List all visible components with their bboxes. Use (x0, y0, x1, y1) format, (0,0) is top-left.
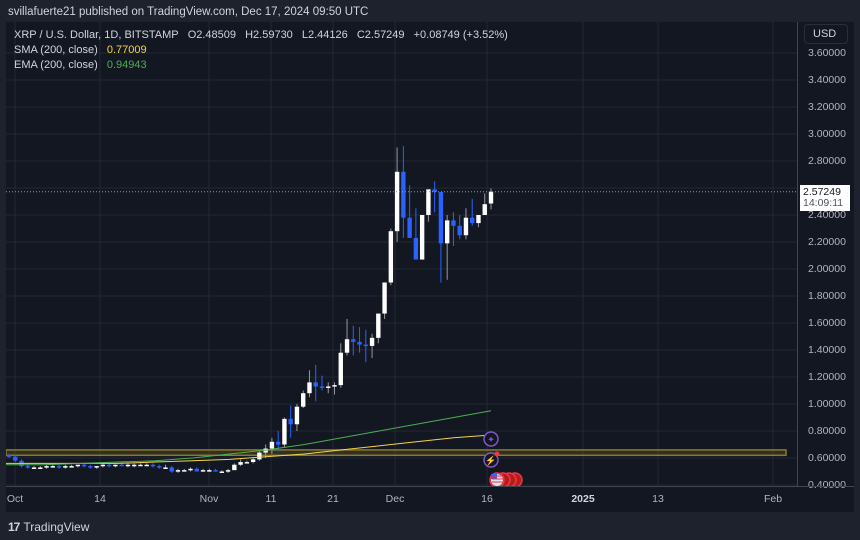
ema-value: 0.94943 (106, 59, 147, 71)
time-tick: 2025 (571, 493, 595, 505)
sma-value: 0.77009 (106, 44, 147, 56)
time-tick: 16 (481, 493, 493, 505)
price-tick: 0.60000 (808, 452, 846, 464)
price-tick: 2.00000 (808, 263, 846, 275)
time-tick: 11 (265, 493, 277, 505)
price-tick: 2.80000 (808, 155, 846, 167)
price-tick: 1.20000 (808, 371, 846, 383)
legend-close: C2.57249 (356, 29, 405, 41)
legend-high: H2.59730 (245, 29, 293, 41)
price-tick: 2.40000 (808, 209, 846, 221)
time-axis[interactable]: Oct 14 Nov 11 21 Dec 16 2025 13 Feb (6, 486, 854, 513)
chart-frame: ✦ ⚡ XRP / U.S. Dollar, 1D, BITSTAMP O2.48… (5, 22, 855, 513)
time-tick: Nov (199, 493, 219, 505)
dividend-marker-icon[interactable]: ⚡ (483, 452, 499, 468)
time-tick: Oct (6, 493, 24, 505)
price-axis[interactable]: USD 2.57249 14:09:11 3.60000 3.40000 3.200… (797, 22, 855, 491)
time-tick: Feb (763, 493, 783, 505)
legend-symbol: XRP / U.S. Dollar, 1D, BITSTAMP (14, 29, 179, 41)
price-tick: 1.00000 (808, 398, 846, 410)
price-tick: 3.20000 (808, 101, 846, 113)
chart-legend: XRP / U.S. Dollar, 1D, BITSTAMP O2.48509… (14, 28, 514, 73)
svg-text:✦: ✦ (487, 435, 495, 445)
published-info: svillafuerte21 published on TradingView.… (8, 6, 369, 18)
legend-open: O2.48509 (187, 29, 237, 41)
ema-label: EMA (200, close) (14, 59, 98, 71)
price-tick: 3.40000 (808, 74, 846, 86)
legend-change: +0.08749 (+3.52%) (413, 29, 508, 41)
legend-ema-row[interactable]: EMA (200, close) 0.94943 (14, 58, 514, 73)
price-tick: 1.80000 (808, 290, 846, 302)
candlestick-chart[interactable]: ✦⚡ (5, 22, 797, 488)
price-tick: 1.40000 (808, 344, 846, 356)
current-price: 2.57249 (803, 185, 841, 198)
price-tick: 3.00000 (808, 128, 846, 140)
current-price-label: 2.57249 14:09:11 (800, 184, 850, 211)
currency-button[interactable]: USD (804, 24, 848, 44)
price-tick: 2.20000 (808, 236, 846, 248)
svg-text:⚡: ⚡ (485, 455, 496, 467)
bar-countdown: 14:09:11 (803, 196, 844, 209)
time-tick: 13 (652, 493, 664, 505)
chart-plot[interactable]: ✦ ⚡ XRP / U.S. Dollar, 1D, BITSTAMP O2.48… (5, 22, 797, 488)
price-tick: 0.80000 (808, 425, 846, 437)
time-tick: Dec (385, 493, 405, 505)
tradingview-logo[interactable]: 17 TradingView (8, 520, 89, 534)
price-tick: 3.60000 (808, 47, 846, 59)
time-tick: 14 (94, 493, 106, 505)
tradingview-logo-icon: 17 (8, 520, 20, 534)
price-tick: 0.40000 (808, 479, 846, 491)
event-marker-icon[interactable]: ✦ (483, 431, 499, 447)
legend-ohlc-row: XRP / U.S. Dollar, 1D, BITSTAMP O2.48509… (14, 28, 514, 43)
brand-name: TradingView (23, 520, 90, 534)
legend-sma-row[interactable]: SMA (200, close) 0.77009 (14, 43, 514, 58)
time-tick: 21 (327, 493, 339, 505)
price-tick: 1.60000 (808, 317, 846, 329)
legend-low: L2.44126 (301, 29, 348, 41)
sma-label: SMA (200, close) (14, 44, 98, 56)
